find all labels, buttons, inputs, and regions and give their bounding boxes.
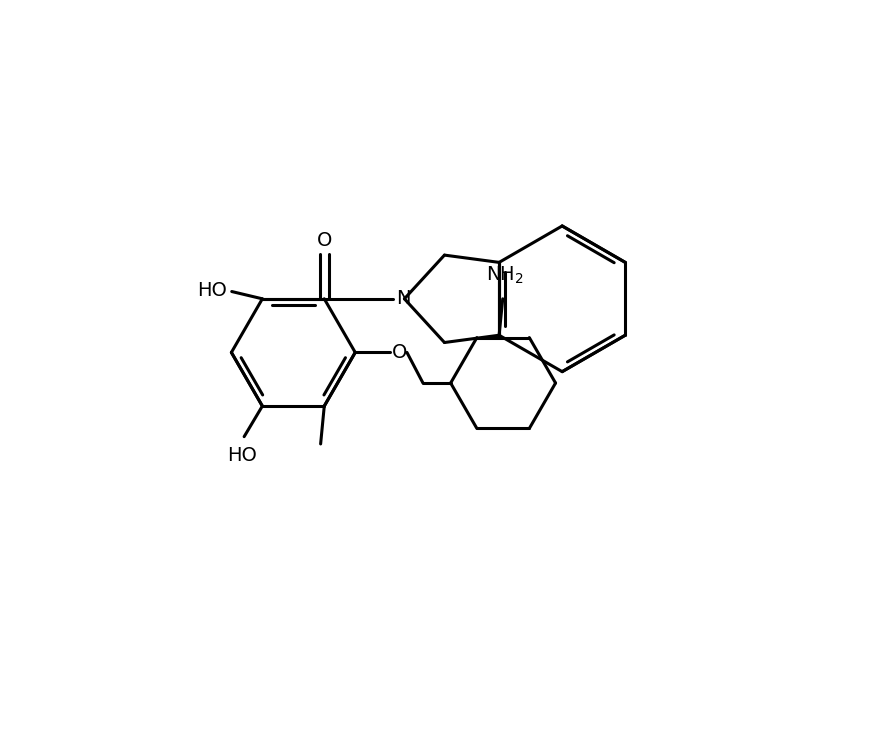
Text: O: O (391, 343, 407, 362)
Text: HO: HO (197, 280, 227, 299)
Text: N: N (396, 289, 410, 308)
Text: O: O (317, 231, 332, 250)
Text: NH$_2$: NH$_2$ (485, 265, 524, 286)
Text: HO: HO (227, 446, 257, 465)
